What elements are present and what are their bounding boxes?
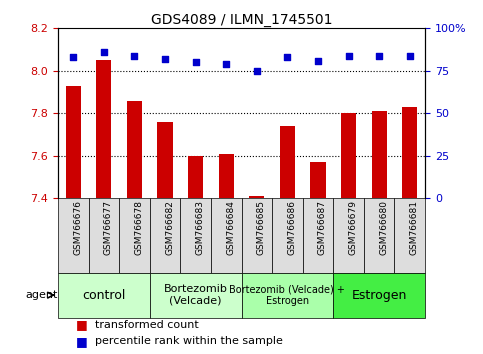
Bar [219, 154, 234, 198]
Text: GSM766676: GSM766676 [73, 200, 82, 256]
Bar [249, 196, 265, 198]
Title: GDS4089 / ILMN_1745501: GDS4089 / ILMN_1745501 [151, 13, 332, 27]
Bar [180, 198, 211, 273]
Point [100, 49, 108, 55]
Text: GSM766685: GSM766685 [257, 200, 266, 256]
Bar [88, 198, 119, 273]
Bar [242, 273, 333, 318]
Point [161, 56, 169, 62]
Point [192, 59, 199, 65]
Bar [150, 198, 180, 273]
Bar [150, 273, 242, 318]
Point [70, 55, 77, 60]
Text: GSM766680: GSM766680 [379, 200, 388, 256]
Bar [280, 126, 295, 198]
Text: GSM766686: GSM766686 [287, 200, 297, 256]
Text: GSM766683: GSM766683 [196, 200, 205, 256]
Bar [119, 198, 150, 273]
Bar [333, 273, 425, 318]
Bar [157, 122, 173, 198]
Bar [333, 198, 364, 273]
Text: GSM766681: GSM766681 [410, 200, 419, 256]
Bar [96, 60, 112, 198]
Bar [188, 156, 203, 198]
Text: GSM766677: GSM766677 [104, 200, 113, 256]
Bar [311, 162, 326, 198]
Text: agent: agent [26, 290, 58, 300]
Text: transformed count: transformed count [95, 320, 199, 330]
Text: Bortezomib (Velcade) +
Estrogen: Bortezomib (Velcade) + Estrogen [229, 284, 345, 306]
Bar [211, 198, 242, 273]
Text: Estrogen: Estrogen [352, 289, 407, 302]
Text: GSM766678: GSM766678 [134, 200, 143, 256]
Point [284, 55, 291, 60]
Point [222, 61, 230, 67]
Bar [395, 198, 425, 273]
Point [375, 53, 383, 58]
Text: ■: ■ [76, 319, 88, 331]
Bar [66, 86, 81, 198]
Bar [371, 111, 387, 198]
Text: GSM766687: GSM766687 [318, 200, 327, 256]
Bar [364, 198, 395, 273]
Text: GSM766684: GSM766684 [226, 200, 235, 255]
Point [130, 53, 138, 58]
Bar [127, 101, 142, 198]
Bar [341, 113, 356, 198]
Text: percentile rank within the sample: percentile rank within the sample [95, 336, 283, 346]
Text: control: control [82, 289, 126, 302]
Text: Bortezomib
(Velcade): Bortezomib (Velcade) [164, 284, 227, 306]
Bar [303, 198, 333, 273]
Text: ■: ■ [76, 335, 88, 348]
Bar [402, 107, 417, 198]
Point [314, 58, 322, 63]
Point [345, 53, 353, 58]
Bar [58, 198, 88, 273]
Text: GSM766679: GSM766679 [349, 200, 357, 256]
Point [253, 68, 261, 74]
Point [406, 53, 413, 58]
Text: GSM766682: GSM766682 [165, 200, 174, 255]
Bar [242, 198, 272, 273]
Bar [272, 198, 303, 273]
Bar [58, 273, 150, 318]
